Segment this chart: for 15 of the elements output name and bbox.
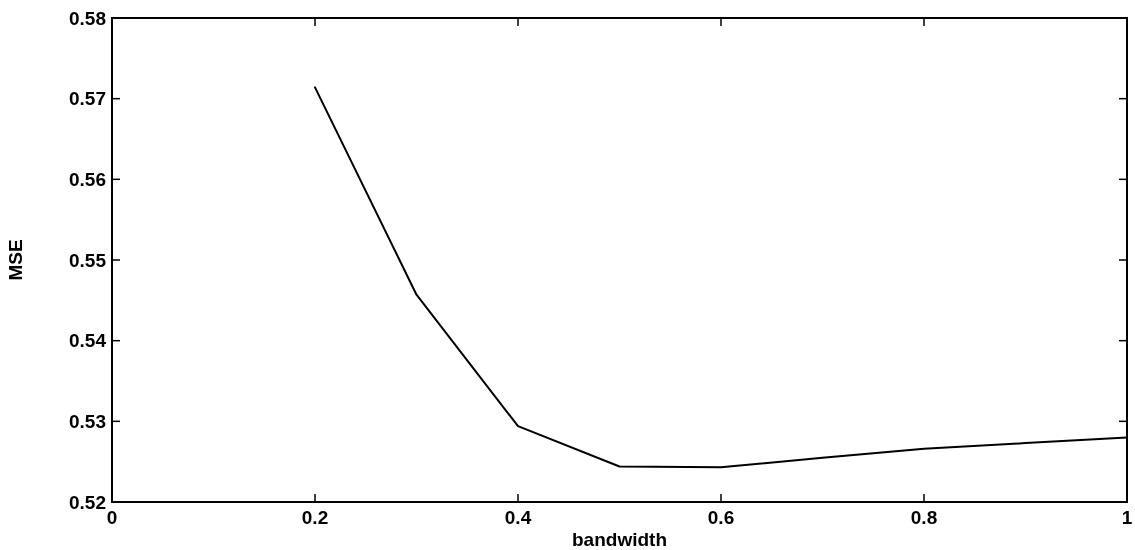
x-tick-label: 0.4: [504, 507, 532, 528]
y-tick-label: 0.58: [69, 7, 106, 29]
y-tick-label: 0.54: [69, 330, 107, 352]
y-tick-label: 0.55: [69, 249, 107, 271]
y-tick-label: 0.53: [69, 410, 106, 432]
y-tick-label: 0.52: [69, 491, 106, 513]
x-tick-label: 0.6: [707, 507, 735, 528]
x-tick-label: 0.8: [910, 507, 938, 528]
x-axis-title: bandwidth: [572, 529, 667, 550]
x-tick-label: 0.2: [301, 507, 329, 528]
x-tick-label: 1: [1121, 507, 1133, 528]
y-tick-label: 0.57: [69, 88, 106, 110]
y-tick-label: 0.56: [69, 168, 106, 190]
y-axis-title: MSE: [5, 239, 26, 281]
x-tick-label: 0: [106, 507, 118, 528]
